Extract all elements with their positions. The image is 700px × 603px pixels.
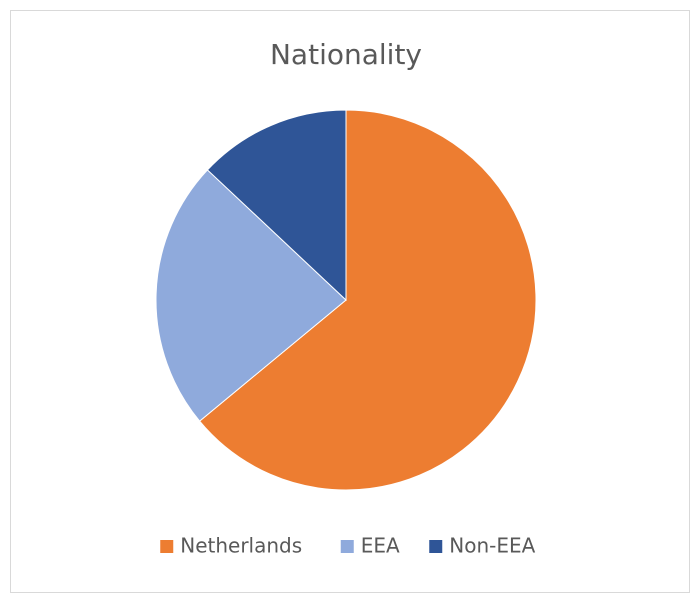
- legend-swatch: [429, 540, 443, 553]
- legend-label: EEA: [361, 534, 400, 558]
- pie-slice: [206, 109, 347, 302]
- legend-label: Non-EEA: [449, 534, 535, 558]
- legend-label: Netherlands: [180, 534, 302, 558]
- legend-swatch: [340, 540, 354, 553]
- pie-slice: [198, 109, 537, 491]
- legend-swatch: [160, 540, 174, 553]
- pie-slice: [155, 169, 347, 422]
- chart-title: Nationality: [270, 38, 422, 71]
